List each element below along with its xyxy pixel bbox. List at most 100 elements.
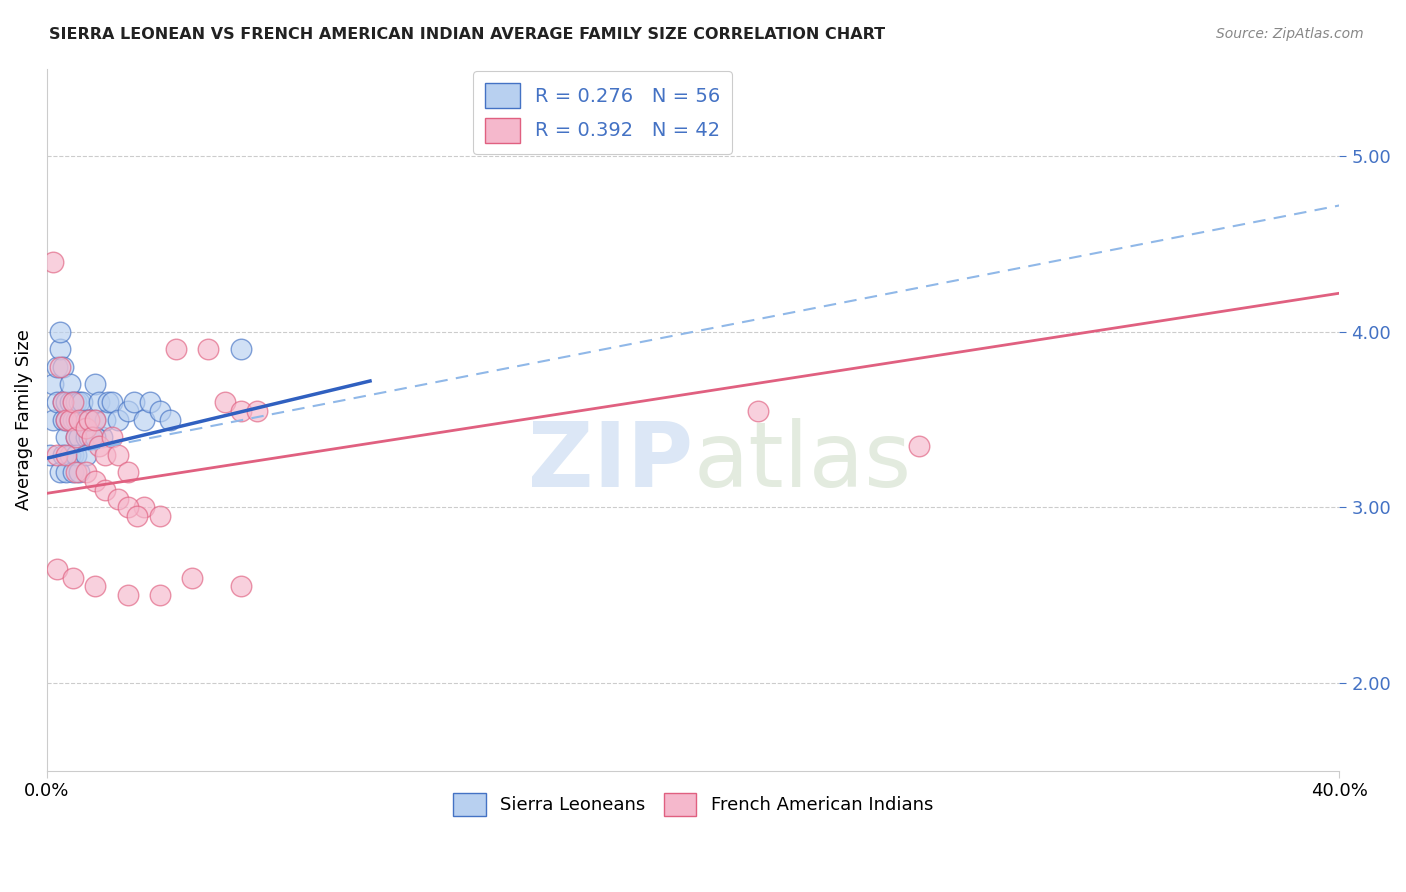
Point: [107, 491, 129, 506]
Point: [65, 448, 87, 462]
Point: [67, 465, 90, 479]
Point: [52, 448, 75, 462]
Point: [132, 500, 155, 515]
Point: [94, 483, 117, 497]
Point: [84, 474, 107, 488]
Point: [65, 430, 87, 444]
Point: [45, 359, 67, 374]
Point: [45, 562, 67, 576]
Point: [72, 395, 94, 409]
Point: [149, 588, 172, 602]
Point: [49, 465, 72, 479]
Point: [55, 412, 77, 426]
Point: [67, 412, 90, 426]
Point: [75, 412, 97, 426]
Point: [87, 395, 110, 409]
Point: [75, 448, 97, 462]
Point: [42, 377, 65, 392]
Text: ZIP: ZIP: [529, 417, 693, 506]
Point: [77, 412, 100, 426]
Point: [62, 571, 84, 585]
Point: [62, 412, 84, 426]
Text: atlas: atlas: [693, 417, 911, 506]
Point: [75, 465, 97, 479]
Point: [908, 439, 931, 453]
Point: [58, 448, 80, 462]
Text: SIERRA LEONEAN VS FRENCH AMERICAN INDIAN AVERAGE FAMILY SIZE CORRELATION CHART: SIERRA LEONEAN VS FRENCH AMERICAN INDIAN…: [49, 27, 886, 42]
Point: [77, 412, 100, 426]
Point: [94, 448, 117, 462]
Point: [58, 412, 80, 426]
Point: [42, 412, 65, 426]
Point: [58, 412, 80, 426]
Point: [65, 465, 87, 479]
Point: [65, 395, 87, 409]
Point: [747, 404, 769, 418]
Point: [75, 430, 97, 444]
Point: [45, 395, 67, 409]
Point: [94, 412, 117, 426]
Point: [149, 509, 172, 524]
Point: [52, 412, 75, 426]
Point: [159, 412, 181, 426]
Point: [65, 412, 87, 426]
Point: [107, 412, 129, 426]
Point: [97, 395, 120, 409]
Point: [67, 430, 90, 444]
Point: [75, 421, 97, 435]
Point: [49, 359, 72, 374]
Point: [117, 465, 139, 479]
Point: [229, 579, 252, 593]
Point: [149, 404, 172, 418]
Text: Source: ZipAtlas.com: Source: ZipAtlas.com: [1216, 27, 1364, 41]
Point: [214, 395, 236, 409]
Legend: Sierra Leoneans, French American Indians: Sierra Leoneans, French American Indians: [444, 783, 942, 825]
Point: [122, 395, 145, 409]
Point: [39, 448, 62, 462]
Point: [55, 430, 77, 444]
Point: [49, 325, 72, 339]
Point: [90, 430, 112, 444]
Point: [77, 430, 100, 444]
Point: [62, 448, 84, 462]
Point: [72, 412, 94, 426]
Point: [84, 412, 107, 426]
Point: [45, 448, 67, 462]
Point: [84, 579, 107, 593]
Point: [65, 430, 87, 444]
Point: [100, 430, 122, 444]
Point: [84, 377, 107, 392]
Point: [181, 571, 204, 585]
Point: [62, 395, 84, 409]
Point: [246, 404, 269, 418]
Point: [87, 439, 110, 453]
Point: [52, 359, 75, 374]
Point: [58, 395, 80, 409]
Point: [67, 412, 90, 426]
Point: [42, 254, 65, 268]
Point: [229, 343, 252, 357]
Y-axis label: Average Family Size: Average Family Size: [15, 329, 32, 510]
Point: [49, 343, 72, 357]
Point: [229, 404, 252, 418]
Point: [55, 448, 77, 462]
Point: [107, 448, 129, 462]
Point: [82, 430, 104, 444]
Point: [84, 412, 107, 426]
Point: [52, 395, 75, 409]
Point: [67, 395, 90, 409]
Point: [55, 395, 77, 409]
Point: [165, 343, 187, 357]
Point: [62, 465, 84, 479]
Point: [100, 395, 122, 409]
Point: [58, 377, 80, 392]
Point: [84, 430, 107, 444]
Point: [52, 395, 75, 409]
Point: [55, 412, 77, 426]
Point: [82, 430, 104, 444]
Point: [197, 343, 219, 357]
Point: [55, 465, 77, 479]
Point: [117, 404, 139, 418]
Point: [139, 395, 162, 409]
Point: [117, 500, 139, 515]
